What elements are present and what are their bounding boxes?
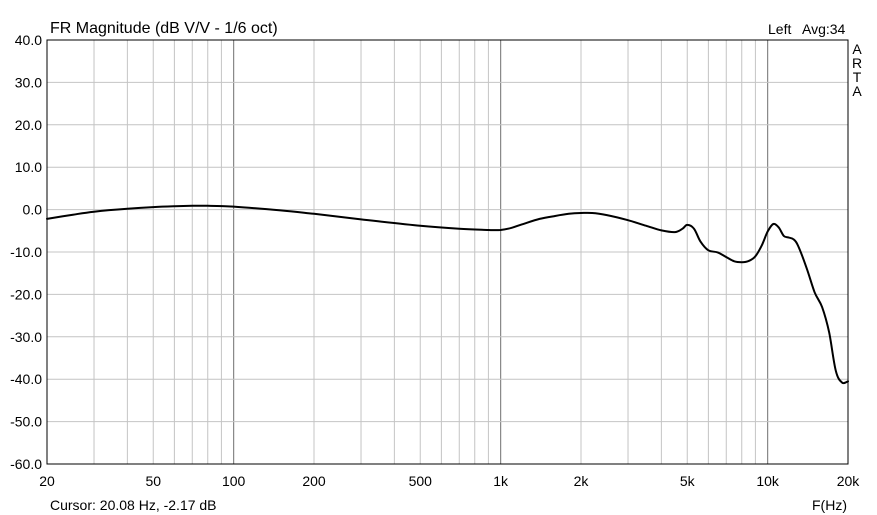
arta-logo-letter: T (853, 69, 862, 85)
x-tick-label: 500 (409, 473, 433, 489)
cursor-readout: Cursor: 20.08 Hz, -2.17 dB (50, 497, 217, 513)
y-tick-label: -10.0 (10, 244, 42, 260)
arta-logo-letter: A (852, 83, 862, 99)
x-axis-label: F(Hz) (812, 497, 847, 513)
x-tick-label: 10k (756, 473, 780, 489)
y-tick-label: -20.0 (10, 286, 42, 302)
y-tick-label: -60.0 (10, 456, 42, 472)
arta-logo-letter: A (852, 41, 862, 57)
average-label: Avg:34 (802, 21, 846, 37)
y-tick-label: 30.0 (15, 74, 42, 90)
arta-logo-letter: R (852, 55, 862, 71)
x-tick-label: 2k (574, 473, 590, 489)
y-tick-label: -30.0 (10, 329, 42, 345)
y-tick-label: 40.0 (15, 32, 42, 48)
y-tick-label: 10.0 (15, 159, 42, 175)
x-tick-label: 5k (680, 473, 696, 489)
y-tick-label: -50.0 (10, 414, 42, 430)
chart-title: FR Magnitude (dB V/V - 1/6 oct) (50, 20, 278, 37)
x-tick-label: 1k (493, 473, 509, 489)
x-tick-labels: 20 50 100 200 500 1k 2k 5k 10k 20k (39, 473, 860, 489)
series-line (46, 204, 849, 385)
y-tick-label: 20.0 (15, 117, 42, 133)
plot-area-frame (46, 39, 849, 465)
y-tick-label: -40.0 (10, 371, 42, 387)
x-tick-label: 20 (39, 473, 55, 489)
x-tick-label: 100 (222, 473, 246, 489)
y-tick-label: 0.0 (23, 202, 43, 218)
x-tick-label: 50 (145, 473, 161, 489)
x-tick-label: 200 (302, 473, 326, 489)
y-tick-labels: 40.0 30.0 20.0 10.0 0.0 -10.0 -20.0 -30.0 -40.0 -… (10, 32, 42, 472)
channel-label: Left (768, 21, 791, 37)
x-tick-label: 20k (837, 473, 861, 489)
grid (47, 40, 848, 464)
